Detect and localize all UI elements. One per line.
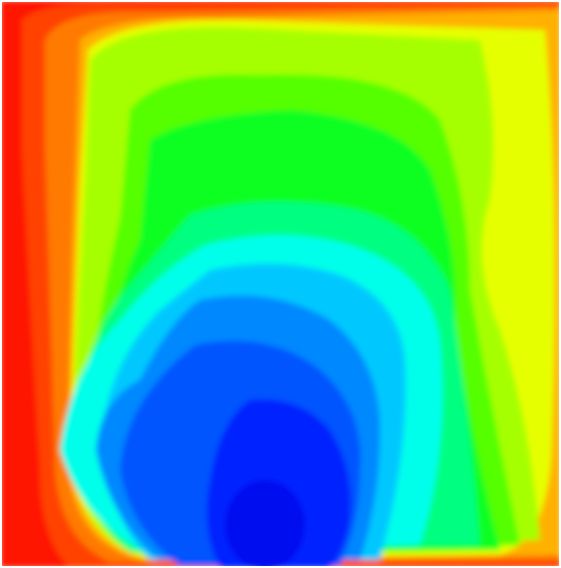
band-core [225,480,305,566]
